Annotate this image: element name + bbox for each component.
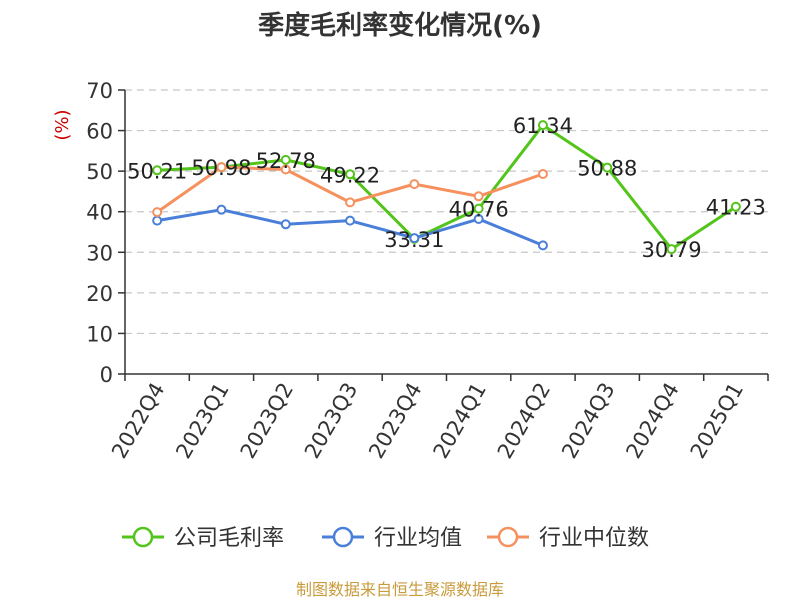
legend-label: 行业中位数 (539, 526, 649, 551)
data-point (280, 219, 291, 230)
data-point (537, 168, 548, 179)
x-tick-label: 2022Q4 (107, 379, 169, 463)
x-tick-label: 2024Q4 (621, 379, 683, 463)
y-tick-label: 10 (86, 322, 113, 346)
data-point (409, 233, 420, 244)
data-point (345, 169, 356, 180)
x-tick-label: 2025Q1 (686, 379, 748, 463)
data-point (152, 207, 163, 218)
data-label: 49.22 (320, 163, 380, 187)
data-point (216, 204, 227, 215)
data-point (280, 154, 291, 165)
y-tick-label: 50 (86, 160, 113, 184)
data-point (473, 214, 484, 225)
data-point (730, 201, 741, 212)
data-label: 61.34 (513, 114, 573, 138)
legend-marker (132, 526, 154, 548)
legend-item[interactable]: 公司毛利率 (122, 526, 284, 551)
y-tick-label: 0 (100, 363, 113, 387)
x-axis: 2022Q4 2023Q1 2023Q2 2023Q3 2023Q4 2024Q1 2024… (107, 373, 769, 463)
y-tick-label: 30 (86, 241, 113, 265)
legend-item[interactable]: 行业中位数 (487, 526, 649, 551)
data-point (602, 162, 613, 173)
legend-label: 公司毛利率 (174, 526, 284, 551)
x-tick-label: 2024Q3 (557, 379, 619, 463)
x-tick-label: 2023Q3 (300, 379, 362, 463)
data-point (152, 215, 163, 226)
data-label: 41.23 (706, 196, 766, 220)
legend-label: 行业均值 (374, 526, 462, 551)
data-point (666, 244, 677, 255)
data-label: 52.78 (256, 149, 316, 173)
series-lines (152, 120, 741, 255)
data-point (473, 191, 484, 202)
data-label: 30.79 (641, 238, 701, 262)
data-point (280, 164, 291, 175)
x-tick-label: 2023Q4 (364, 379, 426, 463)
data-label: 40.76 (449, 198, 509, 222)
data-point (537, 120, 548, 131)
data-point (216, 162, 227, 173)
x-tick-label: 2023Q1 (171, 379, 233, 463)
legend: 公司毛利率 行业均值 行业中位数 (122, 526, 649, 551)
data-point (152, 165, 163, 176)
y-tick-label: 20 (86, 282, 113, 306)
data-point (537, 240, 548, 251)
data-label: 50.88 (577, 157, 637, 181)
data-point (345, 215, 356, 226)
source-note: 制图数据来自恒生聚源数据库 (296, 580, 504, 599)
y-tick-label: 40 (86, 201, 113, 225)
data-point (345, 197, 356, 208)
y-axis: 0 10 20 30 40 50 60 70 (86, 79, 126, 387)
legend-marker (332, 526, 354, 548)
y-tick-label: 60 (86, 120, 113, 144)
data-point (473, 203, 484, 214)
y-axis-label: (%) (52, 109, 73, 140)
series-line (157, 123, 737, 251)
data-point (409, 179, 420, 190)
x-tick-label: 2023Q2 (236, 379, 298, 463)
legend-marker (497, 526, 519, 548)
y-tick-label: 70 (86, 79, 113, 103)
data-label: 50.21 (127, 159, 187, 183)
x-tick-label: 2024Q2 (493, 379, 555, 463)
data-label: 33.31 (384, 228, 444, 252)
data-label: 50.98 (191, 156, 251, 180)
chart-title: 季度毛利率变化情况(%) (258, 10, 542, 41)
x-tick-label: 2024Q1 (429, 379, 491, 463)
legend-item[interactable]: 行业均值 (322, 526, 462, 551)
